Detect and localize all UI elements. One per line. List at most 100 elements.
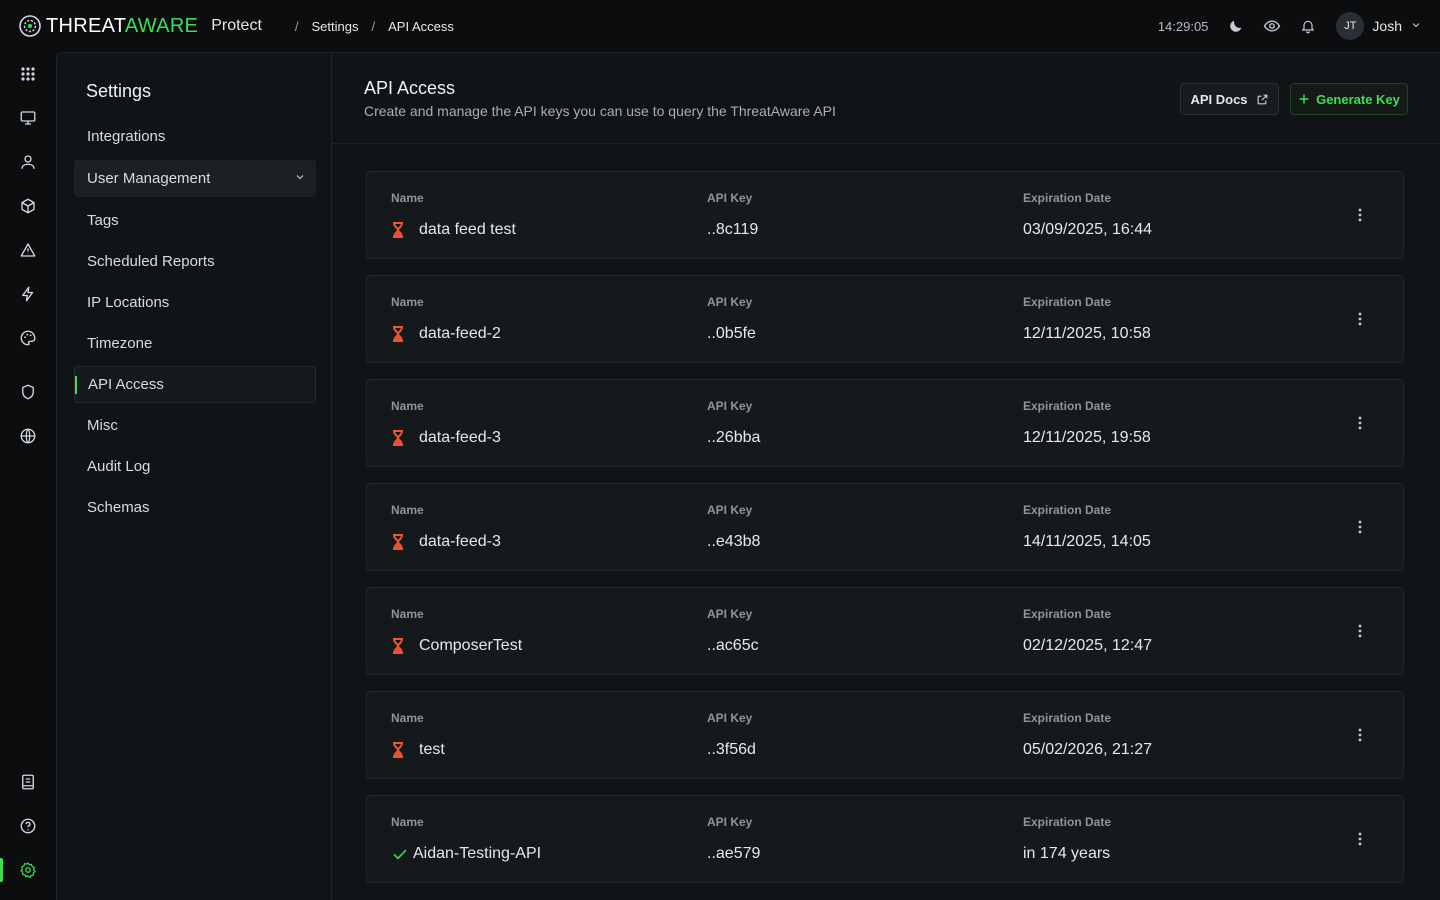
column-label-expiration: Expiration Date [1023, 815, 1112, 829]
settings-item-timezone[interactable]: Timezone [74, 325, 316, 362]
page-title: API Access [364, 78, 456, 98]
column-label-api-key: API Key [707, 191, 753, 205]
brand-name: THREATAWARE [46, 15, 198, 38]
user-menu[interactable]: JT Josh [1336, 12, 1422, 40]
more-options-icon[interactable] [1353, 414, 1367, 432]
settings-item-label: Misc [87, 417, 118, 434]
external-link-icon [1256, 93, 1269, 106]
cube-icon[interactable] [16, 194, 40, 218]
main-content: API Access Create and manage the API key… [332, 52, 1440, 900]
settings-item-tags[interactable]: Tags [74, 202, 316, 239]
settings-item-label: Tags [87, 212, 119, 229]
breadcrumb-separator: / [294, 18, 299, 34]
moon-icon[interactable] [1226, 16, 1246, 36]
key-name-text: data-feed-2 [419, 325, 501, 342]
monitor-icon[interactable] [16, 106, 40, 130]
settings-item-misc[interactable]: Misc [74, 407, 316, 444]
gear-icon[interactable] [16, 858, 40, 882]
hourglass-icon [391, 533, 405, 551]
rail-active-indicator [0, 858, 3, 882]
key-name-text: data-feed-3 [419, 429, 501, 446]
palette-icon[interactable] [16, 326, 40, 350]
grid-icon[interactable] [16, 62, 40, 86]
settings-item-schemas[interactable]: Schemas [74, 489, 316, 526]
key-expiration: 12/11/2025, 10:58 [1023, 325, 1151, 342]
column-label-name: Name [391, 815, 424, 829]
notebook-icon[interactable] [16, 770, 40, 794]
api-key-card: Name API Key Expiration Date data-feed-3 ..e… [366, 483, 1404, 571]
column-label-expiration: Expiration Date [1023, 711, 1112, 725]
key-name: data-feed-3 [391, 429, 501, 447]
globe-icon[interactable] [16, 424, 40, 448]
settings-item-label: Audit Log [87, 458, 151, 475]
column-label-name: Name [391, 503, 424, 517]
settings-item-api-access[interactable]: API Access [74, 366, 316, 403]
hourglass-icon [391, 325, 405, 343]
breadcrumb-api-access[interactable]: API Access [388, 18, 454, 34]
brand-logo[interactable]: THREATAWARE [18, 14, 198, 38]
bolt-icon[interactable] [16, 282, 40, 306]
api-docs-label: API Docs [1190, 91, 1248, 107]
avatar: JT [1336, 12, 1365, 40]
key-expiration: 14/11/2025, 14:05 [1023, 533, 1151, 550]
column-label-name: Name [391, 399, 424, 413]
column-label-api-key: API Key [707, 399, 753, 413]
breadcrumb-settings[interactable]: Settings [311, 18, 359, 34]
column-label-api-key: API Key [707, 711, 753, 725]
column-label-api-key: API Key [707, 295, 753, 309]
settings-item-label: Schemas [87, 499, 150, 516]
api-key-card: Name API Key Expiration Date data feed test… [366, 171, 1404, 259]
plus-icon [1298, 93, 1310, 105]
more-options-icon[interactable] [1353, 310, 1367, 328]
column-label-name: Name [391, 191, 424, 205]
api-key-card: Name API Key Expiration Date test ..3f56d 05/… [366, 691, 1404, 779]
logo-mark-icon [19, 15, 41, 37]
breadcrumb-separator: / [371, 18, 376, 34]
hourglass-icon [391, 637, 405, 655]
api-key-card: Name API Key Expiration Date Aidan-Testing-… [366, 795, 1404, 883]
api-docs-button[interactable]: API Docs [1180, 83, 1279, 115]
key-name-text: data feed test [419, 221, 516, 238]
key-expiration: 03/09/2025, 16:44 [1023, 221, 1153, 238]
key-value: ..ae579 [707, 845, 761, 862]
column-label-expiration: Expiration Date [1023, 607, 1112, 621]
column-label-expiration: Expiration Date [1023, 503, 1112, 517]
alert-triangle-icon[interactable] [16, 238, 40, 262]
key-name-text: test [419, 741, 445, 758]
settings-item-label: IP Locations [87, 294, 170, 311]
help-icon[interactable] [16, 814, 40, 838]
key-name-text: data-feed-3 [419, 533, 501, 550]
more-options-icon[interactable] [1353, 518, 1367, 536]
user-name: Josh [1372, 18, 1402, 34]
settings-item-label: Timezone [87, 335, 153, 352]
api-key-card: Name API Key Expiration Date ComposerTest..… [366, 587, 1404, 675]
key-name-text: ComposerTest [419, 637, 523, 654]
product-name: Protect [211, 17, 262, 34]
column-label-api-key: API Key [707, 503, 753, 517]
settings-item-scheduled-reports[interactable]: Scheduled Reports [74, 243, 316, 280]
more-options-icon[interactable] [1353, 206, 1367, 224]
check-icon [391, 845, 409, 863]
settings-item-user-management[interactable]: User Management [74, 160, 316, 197]
top-bar: THREATAWARE Protect / Settings / API Acc… [0, 0, 1440, 52]
more-options-icon[interactable] [1353, 830, 1367, 848]
hourglass-icon [391, 741, 405, 759]
eye-icon[interactable] [1262, 16, 1282, 36]
generate-key-label: Generate Key [1316, 91, 1400, 107]
settings-item-ip-locations[interactable]: IP Locations [74, 284, 316, 321]
key-expiration: 02/12/2025, 12:47 [1023, 637, 1153, 654]
settings-item-audit-log[interactable]: Audit Log [74, 448, 316, 485]
brand-threat: THREAT [46, 14, 125, 37]
more-options-icon[interactable] [1353, 622, 1367, 640]
settings-item-label: Scheduled Reports [87, 253, 215, 270]
settings-item-integrations[interactable]: Integrations [74, 118, 316, 155]
generate-key-button[interactable]: Generate Key [1290, 83, 1408, 115]
key-expiration: 05/02/2026, 21:27 [1023, 741, 1153, 758]
key-name: data-feed-3 [391, 533, 501, 551]
bell-icon[interactable] [1298, 16, 1318, 36]
page-subtitle: Create and manage the API keys you can u… [364, 103, 836, 119]
key-name: ComposerTest [391, 637, 522, 655]
more-options-icon[interactable] [1353, 726, 1367, 744]
user-icon[interactable] [16, 150, 40, 174]
shield-icon[interactable] [16, 380, 40, 404]
